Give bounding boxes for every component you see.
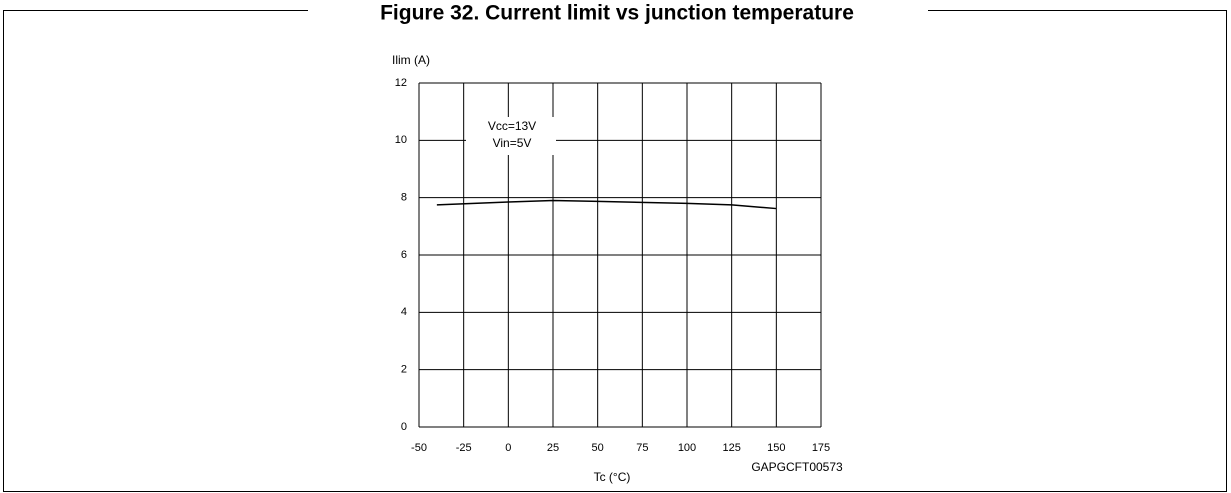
x-tick-label: -25 xyxy=(456,442,472,454)
data-line xyxy=(436,199,777,210)
title-background xyxy=(308,2,928,24)
x-tick-label: 50 xyxy=(592,442,604,454)
x-tick-label: 0 xyxy=(505,442,511,454)
y-tick-label: 12 xyxy=(395,77,407,89)
x-tick-label: 75 xyxy=(636,442,648,454)
x-tick-label: 25 xyxy=(547,442,559,454)
y-tick-label: 4 xyxy=(401,306,407,318)
x-tick-label: 100 xyxy=(678,442,696,454)
annotation-background xyxy=(466,117,556,155)
x-tick-label: 125 xyxy=(722,442,740,454)
x-tick-label: -50 xyxy=(411,442,427,454)
figure-id: GAPGCFT00573 xyxy=(751,460,843,474)
annotation: Vin=5V xyxy=(493,136,532,150)
y-tick-label: 2 xyxy=(401,364,407,376)
chart-title: Figure 32. Current limit vs junction tem… xyxy=(380,2,854,25)
y-tick-label: 8 xyxy=(401,192,407,204)
x-tick-label: 150 xyxy=(767,442,785,454)
x-tick-label: 175 xyxy=(812,442,830,454)
x-axis-label: Tc (°C) xyxy=(594,470,631,484)
annotation: Vcc=13V xyxy=(488,119,536,133)
y-axis-label: Ilim (A) xyxy=(392,53,430,67)
y-tick-label: 10 xyxy=(395,134,407,146)
y-tick-label: 6 xyxy=(401,249,407,261)
y-tick-label: 0 xyxy=(401,421,407,433)
